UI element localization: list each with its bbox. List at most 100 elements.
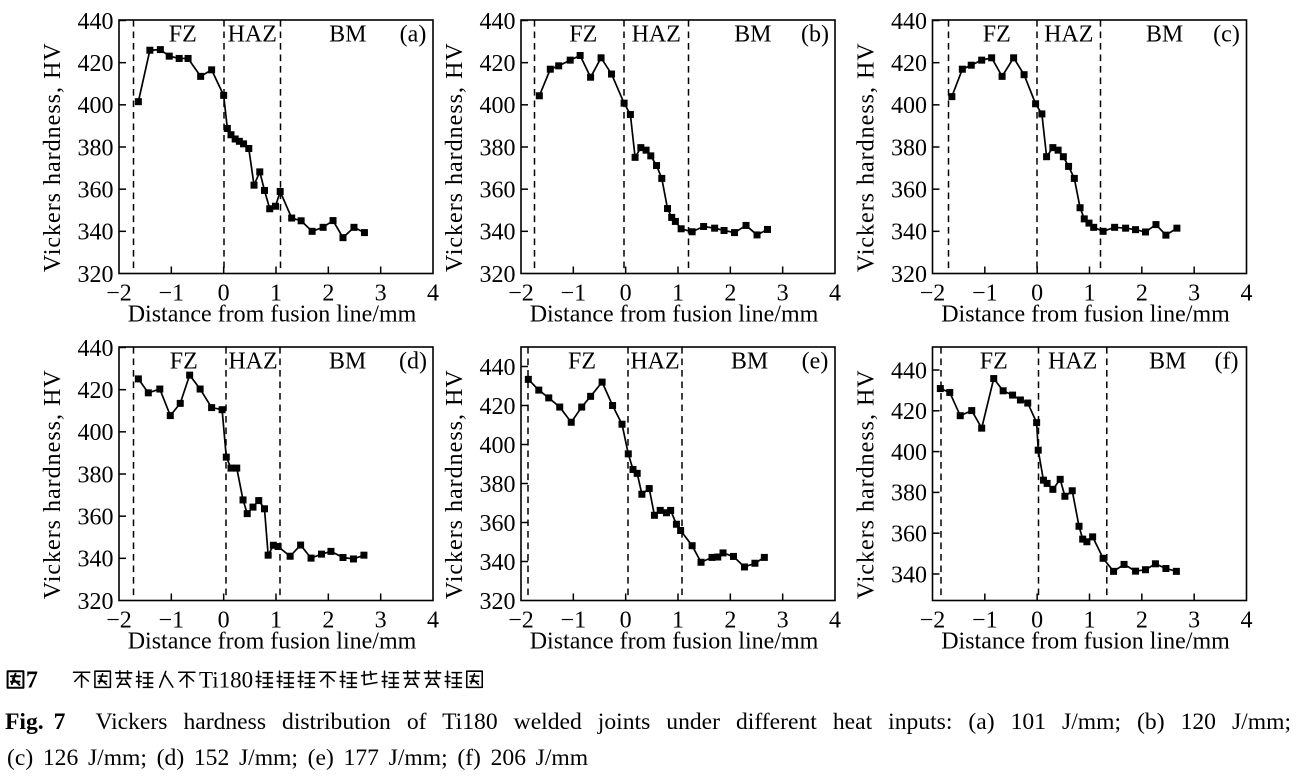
svg-text:3: 3: [375, 608, 387, 634]
svg-text:FZ: FZ: [569, 22, 597, 48]
svg-text:0: 0: [620, 608, 632, 634]
svg-text:4: 4: [829, 281, 841, 307]
svg-text:Ti180: Ti180: [199, 668, 253, 693]
svg-text:−2: −2: [508, 608, 534, 634]
svg-text:Vickers hardness, HV: Vickers hardness, HV: [40, 369, 66, 599]
svg-text:1: 1: [270, 281, 282, 307]
svg-text:−2: −2: [920, 608, 946, 634]
svg-text:320: 320: [480, 589, 516, 615]
svg-text:380: 380: [480, 472, 516, 498]
svg-text:FZ: FZ: [169, 22, 197, 48]
svg-text:320: 320: [891, 262, 927, 288]
svg-text:3: 3: [375, 281, 387, 307]
svg-text:0: 0: [1031, 281, 1043, 307]
svg-text:400: 400: [78, 420, 114, 446]
svg-text:420: 420: [480, 51, 516, 77]
svg-text:400: 400: [78, 93, 114, 119]
svg-text:320: 320: [78, 589, 114, 615]
svg-text:−1: −1: [972, 608, 998, 634]
svg-text:Vickers hardness, HV: Vickers hardness, HV: [854, 42, 880, 272]
svg-text:BM: BM: [329, 349, 366, 375]
svg-text:360: 360: [891, 177, 927, 203]
svg-text:2: 2: [724, 608, 736, 634]
svg-text:420: 420: [480, 394, 516, 420]
svg-text:(e): (e): [802, 349, 829, 375]
svg-text:Distance from fusion line/mm: Distance from fusion line/mm: [128, 302, 417, 328]
svg-text:420: 420: [891, 51, 927, 77]
svg-text:(a): (a): [400, 22, 427, 48]
svg-text:BM: BM: [1146, 22, 1183, 48]
svg-text:380: 380: [480, 135, 516, 161]
svg-text:380: 380: [78, 462, 114, 488]
svg-text:Distance from fusion line/mm: Distance from fusion line/mm: [941, 302, 1230, 328]
svg-text:340: 340: [891, 220, 927, 246]
svg-text:340: 340: [78, 220, 114, 246]
svg-text:7: 7: [26, 668, 38, 694]
svg-text:Vickers hardness, HV: Vickers hardness, HV: [854, 369, 880, 599]
svg-text:4: 4: [1241, 281, 1253, 307]
svg-text:340: 340: [78, 547, 114, 573]
svg-text:380: 380: [891, 481, 927, 507]
svg-text:(f): (f): [1215, 349, 1239, 375]
svg-text:320: 320: [78, 262, 114, 288]
svg-text:3: 3: [777, 608, 789, 634]
svg-text:HAZ: HAZ: [632, 22, 681, 48]
svg-text:400: 400: [891, 93, 927, 119]
svg-text:360: 360: [891, 522, 927, 548]
svg-text:(c): (c): [1213, 22, 1240, 48]
svg-text:360: 360: [480, 511, 516, 537]
svg-text:4: 4: [427, 608, 439, 634]
svg-text:360: 360: [78, 177, 114, 203]
svg-text:320: 320: [480, 262, 516, 288]
svg-text:0: 0: [218, 608, 230, 634]
svg-text:400: 400: [891, 440, 927, 466]
svg-text:Distance from fusion line/mm: Distance from fusion line/mm: [530, 629, 819, 655]
svg-text:HAZ: HAZ: [1044, 22, 1093, 48]
svg-text:HAZ: HAZ: [228, 22, 277, 48]
svg-text:−2: −2: [508, 281, 534, 307]
svg-text:4: 4: [427, 281, 439, 307]
svg-text:4: 4: [1241, 608, 1253, 634]
svg-text:BM: BM: [1149, 349, 1186, 375]
svg-text:440: 440: [891, 358, 927, 384]
svg-text:2: 2: [322, 608, 334, 634]
svg-text:FZ: FZ: [568, 349, 596, 375]
svg-text:400: 400: [480, 93, 516, 119]
svg-text:4: 4: [829, 608, 841, 634]
svg-text:1: 1: [672, 281, 684, 307]
svg-text:3: 3: [1188, 608, 1200, 634]
svg-text:FZ: FZ: [983, 22, 1011, 48]
svg-text:3: 3: [777, 281, 789, 307]
svg-text:1: 1: [1084, 608, 1096, 634]
svg-text:Distance from fusion line/mm: Distance from fusion line/mm: [941, 629, 1230, 655]
svg-text:Distance from fusion line/mm: Distance from fusion line/mm: [128, 629, 417, 655]
svg-text:Vickers hardness, HV: Vickers hardness, HV: [442, 42, 468, 272]
svg-text:1: 1: [672, 608, 684, 634]
svg-text:Distance from fusion line/mm: Distance from fusion line/mm: [530, 302, 819, 328]
svg-text:Vickers hardness, HV: Vickers hardness, HV: [442, 369, 468, 599]
svg-text:FZ: FZ: [170, 349, 198, 375]
svg-text:3: 3: [1188, 281, 1200, 307]
svg-text:1: 1: [270, 608, 282, 634]
svg-text:360: 360: [78, 504, 114, 530]
svg-text:FZ: FZ: [980, 349, 1008, 375]
svg-text:BM: BM: [329, 22, 366, 48]
svg-text:BM: BM: [731, 349, 768, 375]
svg-text:−1: −1: [561, 608, 587, 634]
svg-text:−2: −2: [106, 608, 132, 634]
svg-text:HAZ: HAZ: [228, 349, 277, 375]
svg-text:2: 2: [1136, 608, 1148, 634]
svg-text:2: 2: [322, 281, 334, 307]
svg-text:−1: −1: [159, 281, 185, 307]
svg-text:HAZ: HAZ: [1048, 349, 1097, 375]
svg-text:−2: −2: [106, 281, 132, 307]
svg-text:340: 340: [891, 562, 927, 588]
svg-text:360: 360: [480, 177, 516, 203]
svg-text:420: 420: [891, 399, 927, 425]
svg-text:0: 0: [1031, 608, 1043, 634]
svg-text:2: 2: [1136, 281, 1148, 307]
svg-text:−1: −1: [972, 281, 998, 307]
svg-text:420: 420: [78, 51, 114, 77]
svg-text:380: 380: [78, 135, 114, 161]
svg-text:−1: −1: [561, 281, 587, 307]
